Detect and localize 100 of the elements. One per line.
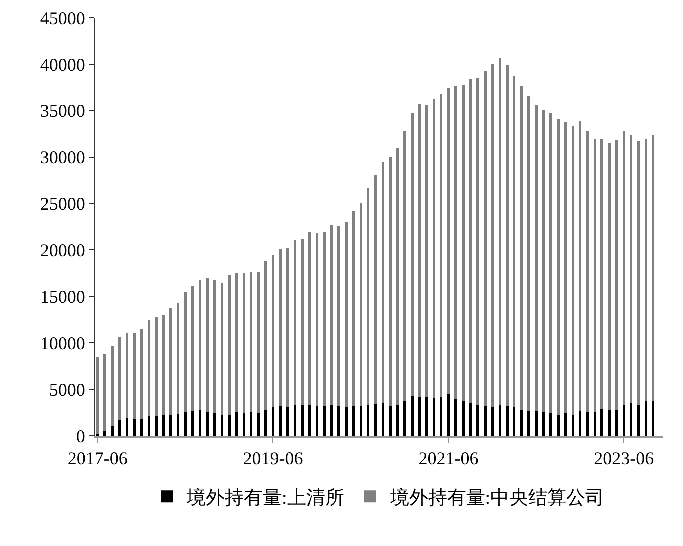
bar (528, 96, 530, 411)
bar (491, 406, 494, 436)
bar (404, 131, 406, 402)
bar (272, 408, 275, 436)
bar (126, 334, 129, 419)
bar (316, 406, 318, 436)
bar (338, 226, 340, 407)
bar (191, 412, 194, 436)
bar (104, 354, 106, 432)
legend-label: 境外持有量:上清所 (186, 487, 344, 510)
x-tick-label: 2021-06 (418, 448, 479, 468)
bar (214, 280, 216, 414)
bar (301, 406, 304, 436)
bar (594, 412, 597, 436)
bar (411, 396, 414, 436)
bar (470, 403, 472, 436)
bar (498, 404, 502, 436)
bar (396, 148, 400, 406)
bar (615, 140, 618, 410)
bar (476, 404, 480, 436)
bar (323, 232, 326, 407)
bar (637, 142, 640, 405)
bar (542, 110, 545, 413)
bar (586, 132, 590, 413)
bar (345, 408, 348, 436)
y-tick-label: 35000 (40, 101, 86, 122)
bar (228, 416, 231, 436)
bar (316, 233, 318, 407)
y-tick-label: 40000 (40, 54, 86, 75)
bar (564, 414, 568, 436)
bar (264, 410, 268, 436)
bar (454, 86, 458, 400)
bar (214, 414, 216, 436)
bar (447, 88, 450, 394)
bar (600, 138, 604, 410)
bar (630, 136, 633, 404)
bar (140, 420, 144, 436)
bar (506, 406, 509, 436)
bar (440, 94, 443, 398)
bar (126, 418, 129, 436)
bar (550, 113, 552, 414)
bar (352, 406, 356, 436)
bar (155, 317, 158, 417)
bar (418, 398, 422, 436)
bar (608, 142, 611, 410)
bar (301, 239, 304, 406)
bar (542, 412, 545, 436)
bar (462, 84, 465, 402)
bar (198, 410, 202, 436)
bar (389, 406, 392, 436)
bar (118, 338, 122, 421)
bar (118, 420, 122, 436)
bar (345, 222, 348, 408)
bar (294, 240, 297, 406)
bar (198, 280, 202, 411)
bar (644, 140, 648, 402)
bar (366, 188, 370, 406)
bar (338, 406, 340, 436)
bar (374, 404, 378, 436)
bar (176, 414, 180, 436)
y-tick-label: 25000 (40, 194, 86, 214)
y-tick-label: 0 (76, 426, 86, 446)
bar (572, 414, 575, 436)
y-tick-label: 20000 (40, 240, 86, 261)
bar (432, 398, 436, 436)
bar (243, 414, 246, 436)
bar (600, 409, 604, 436)
bar (220, 283, 224, 416)
y-tick-label: 10000 (40, 333, 86, 354)
bar (382, 162, 385, 404)
bar (279, 406, 282, 436)
bar (148, 416, 151, 436)
bar (257, 414, 260, 436)
bar (484, 72, 487, 406)
bar (111, 426, 114, 436)
bar (454, 399, 458, 436)
bar (396, 406, 400, 436)
bar (528, 410, 530, 436)
bar (170, 308, 172, 416)
bar (586, 412, 590, 436)
bar (564, 122, 568, 414)
bar (432, 98, 436, 399)
bar (360, 406, 362, 436)
x-tick-label: 2023-06 (594, 448, 654, 468)
bar (330, 406, 334, 436)
bar (512, 76, 516, 408)
bar (520, 410, 524, 436)
bar (622, 132, 626, 405)
y-tick-label: 15000 (40, 286, 86, 307)
bar (594, 138, 597, 412)
bar (360, 203, 362, 407)
bar (579, 121, 582, 411)
bar (520, 86, 524, 410)
bar (411, 114, 414, 397)
bar (622, 404, 626, 436)
bar (644, 402, 648, 436)
bar (96, 357, 100, 434)
bar (104, 432, 106, 436)
bar (184, 292, 187, 413)
bar (206, 278, 209, 413)
